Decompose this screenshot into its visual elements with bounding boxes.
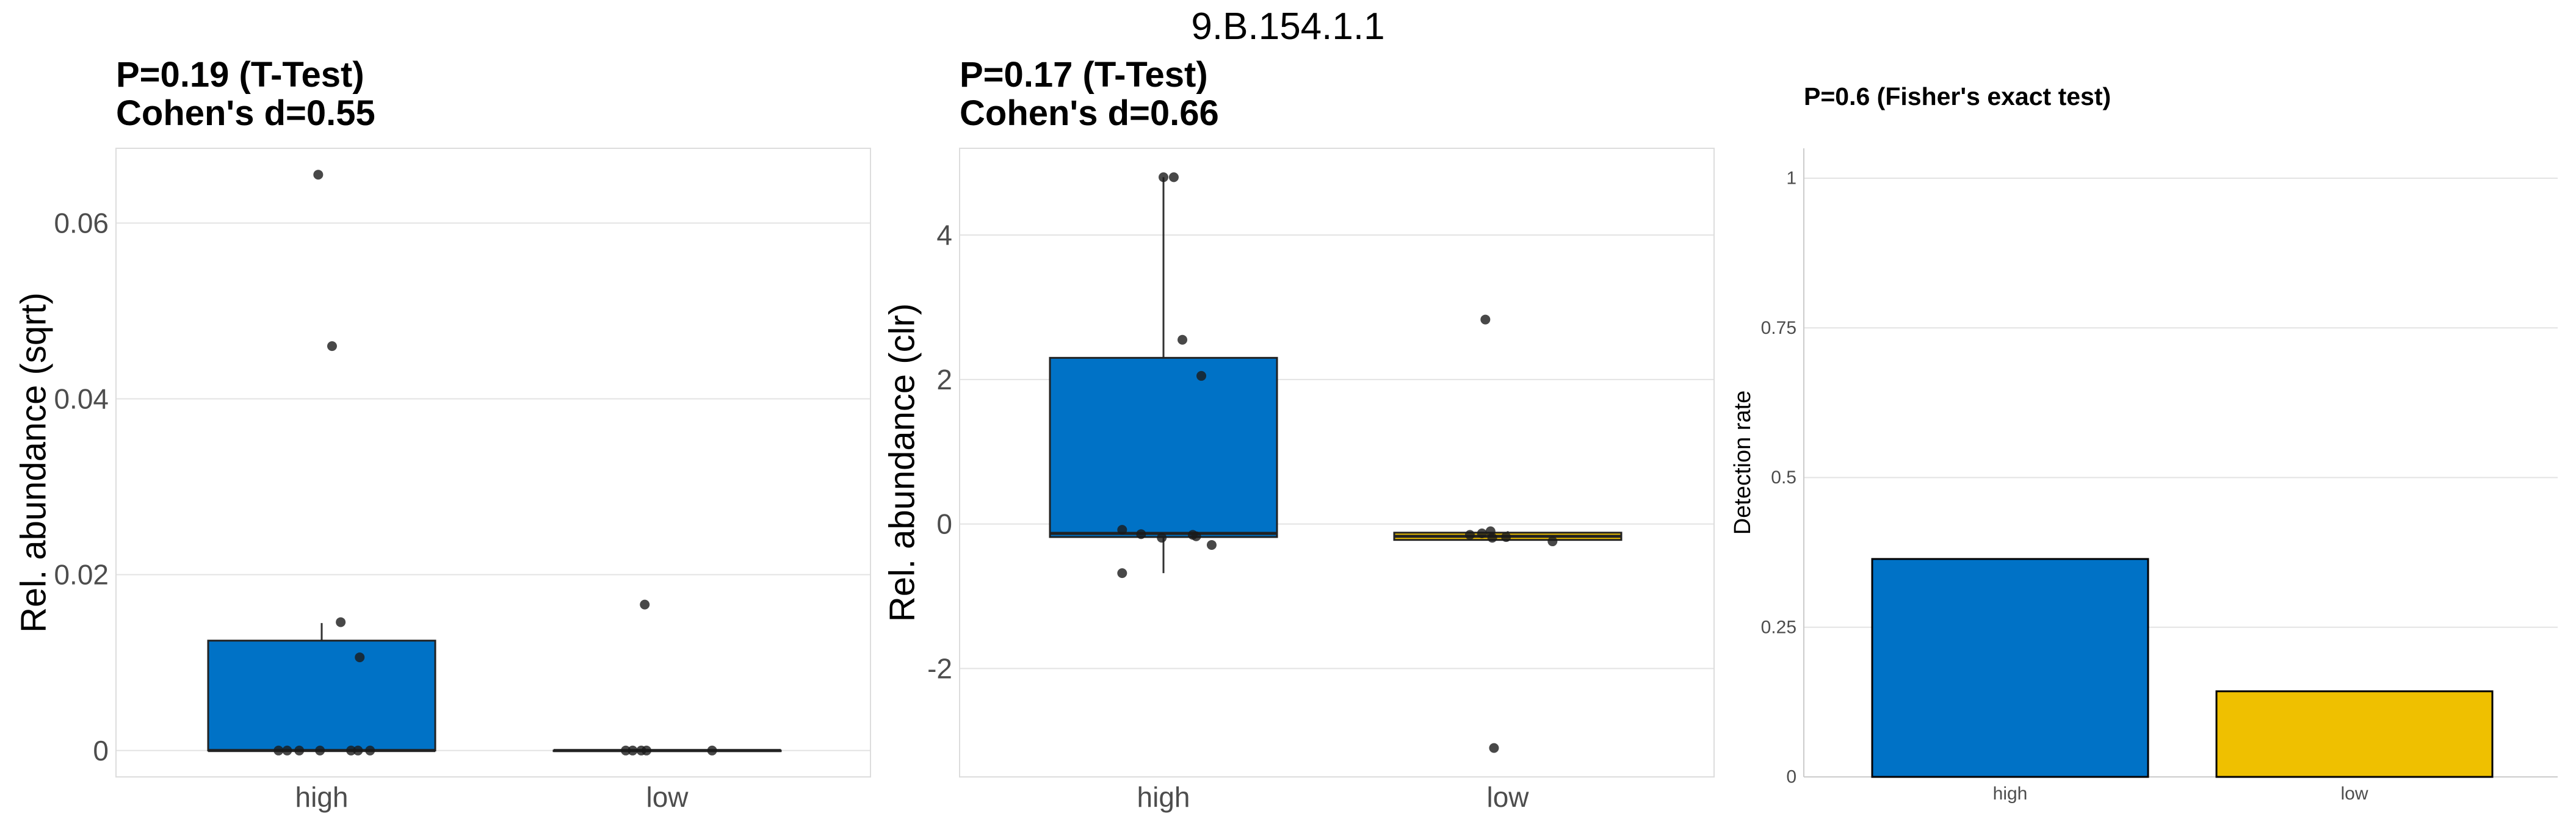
x-tick-label-low: low — [1486, 781, 1529, 813]
data-point-high — [273, 745, 284, 756]
y-tick-label: 0.25 — [1761, 617, 1796, 637]
data-point-low — [642, 745, 652, 756]
data-point-high — [1196, 370, 1207, 381]
data-point-high — [282, 745, 292, 756]
y-tick-label: 1 — [1786, 168, 1796, 189]
x-tick-label-high: high — [1993, 784, 2028, 804]
plot-border — [115, 148, 871, 778]
y-tick-label: 0.06 — [54, 207, 109, 239]
x-tick-label-high: high — [295, 781, 349, 813]
data-point-high — [294, 745, 305, 756]
data-point-high — [353, 745, 363, 756]
panel1-title-effect: Cohen's d=0.55 — [116, 93, 375, 133]
plot-border — [959, 148, 1715, 778]
y-tick-label: 0 — [1786, 767, 1796, 787]
data-point-low — [1547, 536, 1558, 547]
panel2-title: P=0.17 (T-Test) Cohen's d=0.66 — [960, 56, 1219, 132]
x-tick-label-high: high — [1137, 781, 1190, 813]
y-tick-label: 0 — [936, 508, 952, 540]
panel-1: 0 0.02 0.04 0.06 high low Rel. abundance (sqrt… — [14, 148, 871, 813]
panel-3: 0 0.25 0.5 0.75 1 high low Detection rate — [1730, 148, 2558, 804]
panel1-title-pvalue: P=0.19 (T-Test) — [116, 55, 364, 95]
data-point-high — [1136, 529, 1146, 540]
box-high — [207, 640, 436, 752]
y-tick-label: 2 — [936, 364, 952, 395]
y-axis-label: Rel. abundance (sqrt) — [14, 292, 54, 633]
y-tick-label: -2 — [927, 652, 952, 684]
box-high — [1049, 356, 1278, 538]
y-axis-label: Rel. abundance (clr) — [883, 303, 922, 622]
panel2-title-pvalue: P=0.17 (T-Test) — [960, 55, 1208, 95]
panel2-title-effect: Cohen's d=0.66 — [960, 93, 1219, 133]
data-point-low — [1480, 314, 1491, 325]
data-point-high — [327, 341, 337, 352]
data-point-high — [1168, 172, 1179, 182]
data-point-low — [707, 745, 717, 756]
data-point-low — [640, 599, 650, 610]
x-tick-label-low: low — [646, 781, 689, 813]
data-point-high — [1117, 525, 1127, 535]
data-point-high — [1206, 540, 1217, 550]
data-point-low — [1464, 530, 1475, 540]
data-point-high — [365, 745, 375, 756]
panel1-title: P=0.19 (T-Test) Cohen's d=0.55 — [116, 56, 375, 132]
data-point-high — [313, 170, 324, 180]
data-point-low — [621, 745, 631, 756]
data-point-low — [1489, 743, 1499, 753]
panel-2: -2 0 2 4 high low Rel. abundance (clr) — [883, 148, 1715, 813]
data-point-high — [346, 745, 356, 756]
panel3-title: P=0.6 (Fisher's exact test) — [1804, 83, 2111, 110]
data-point-low — [1477, 529, 1487, 539]
y-tick-label: 0.02 — [54, 559, 109, 591]
y-tick-label: 0.5 — [1771, 467, 1796, 488]
y-tick-label: 4 — [936, 219, 952, 251]
figure-title: 9.B.154.1.1 — [1191, 5, 1385, 48]
bar-high — [1871, 558, 2149, 778]
data-point-low — [628, 745, 638, 756]
y-tick-label: 0.04 — [54, 383, 109, 415]
data-point-high — [315, 745, 325, 756]
panel3-title-pvalue: P=0.6 (Fisher's exact test) — [1804, 82, 2111, 110]
data-point-high — [336, 617, 346, 627]
data-point-high — [355, 652, 365, 663]
y-axis-label: Detection rate — [1730, 391, 1756, 535]
x-tick-label-low: low — [2340, 784, 2368, 804]
data-point-high — [1117, 568, 1127, 579]
bar-low — [2215, 690, 2494, 778]
data-point-high — [1178, 334, 1188, 345]
y-tick-label: 0 — [93, 735, 109, 767]
data-point-low — [1501, 532, 1511, 542]
data-point-low — [1487, 533, 1497, 543]
data-point-high — [1191, 531, 1201, 541]
data-point-high — [1159, 172, 1168, 182]
y-tick-label: 0.75 — [1761, 318, 1796, 338]
data-point-high — [1157, 533, 1167, 543]
